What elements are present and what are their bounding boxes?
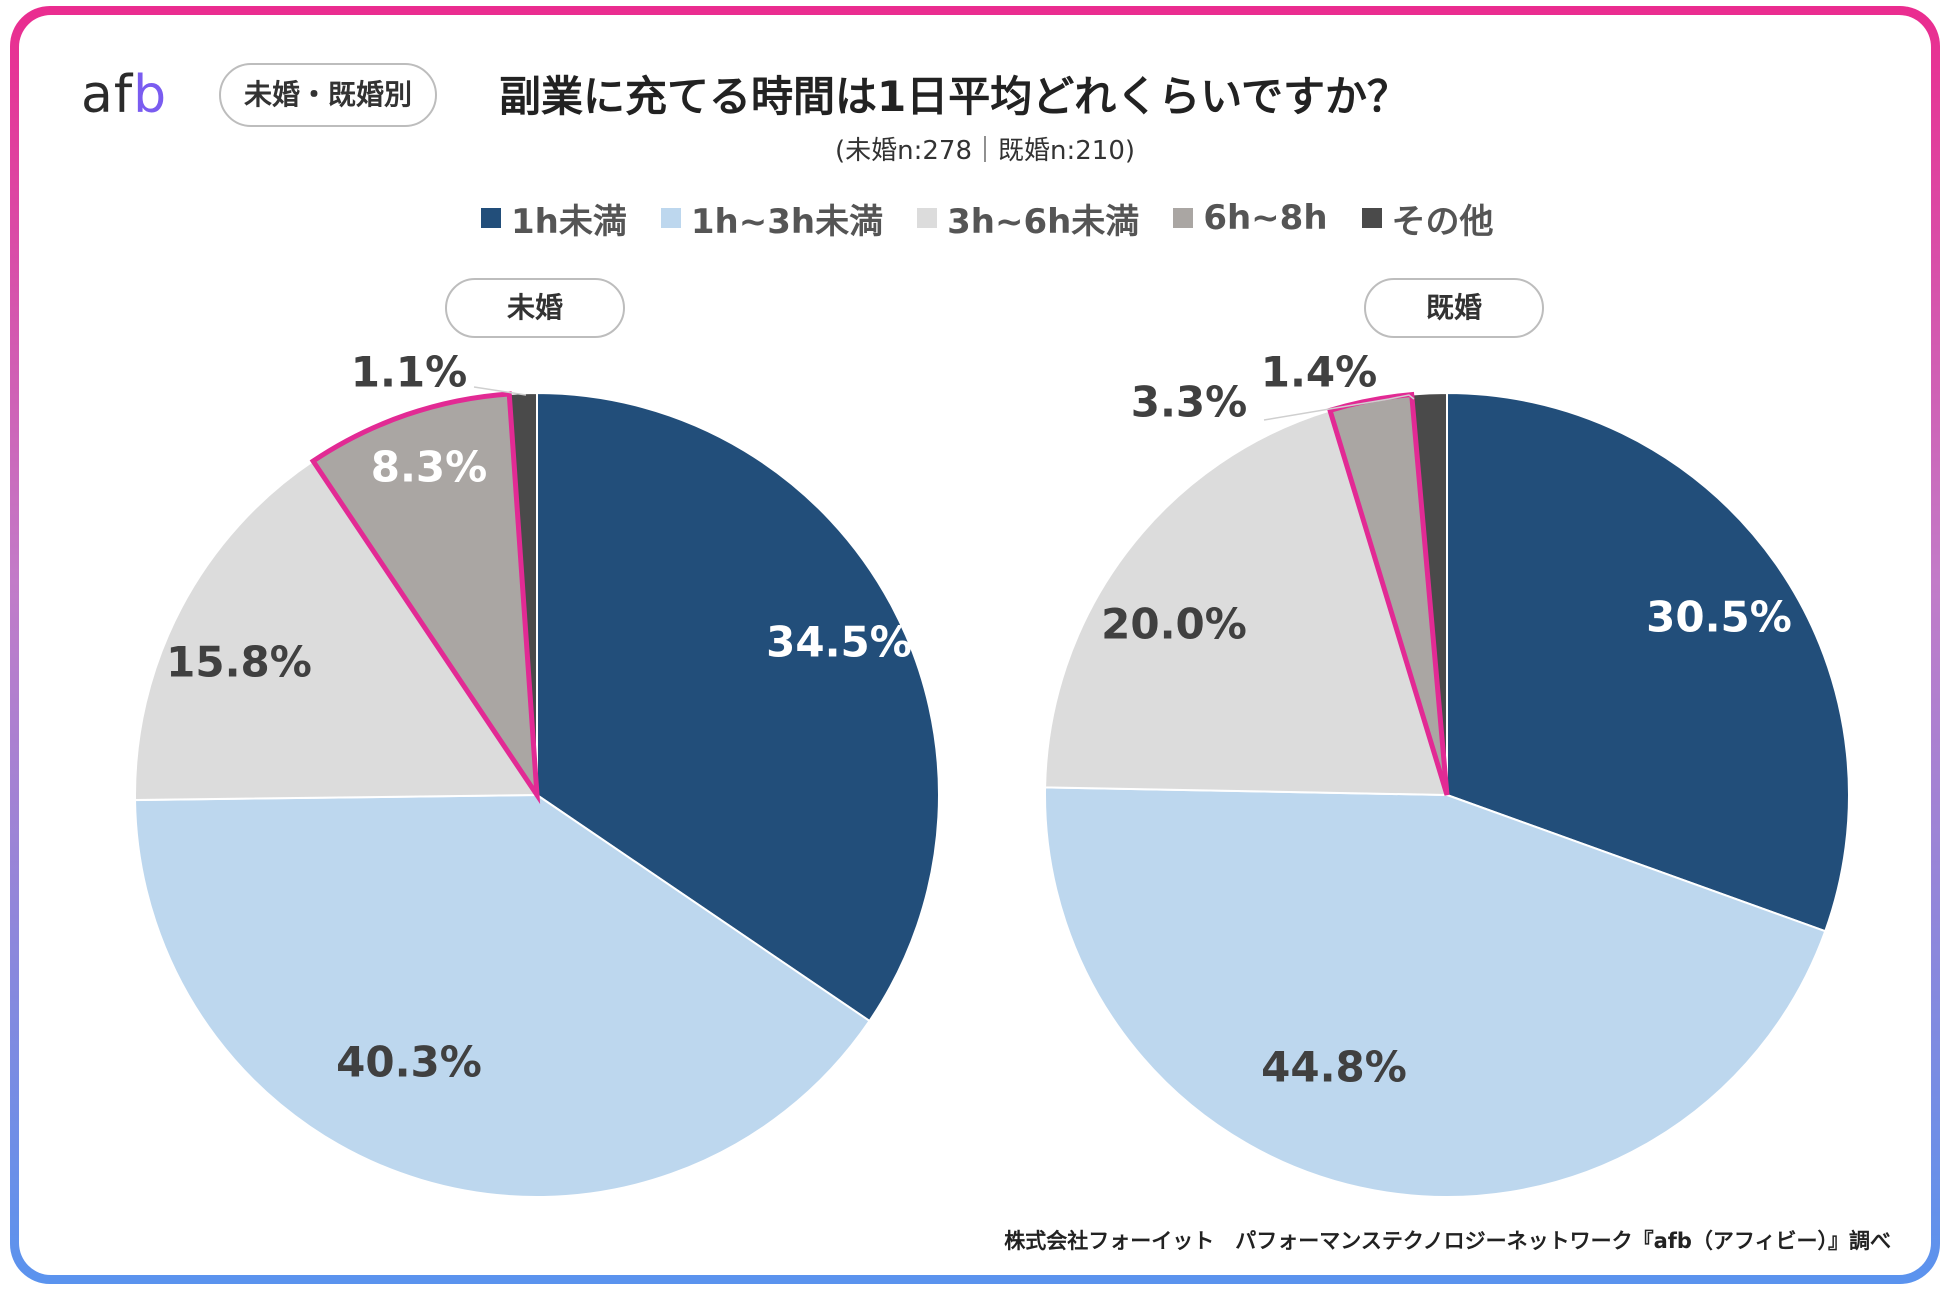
chart-title: 副業に充てる時間は1日平均どれくらいですか？ [499,72,1409,121]
category-pill: 未婚・既婚別 [219,63,437,127]
legend-item: 3h~6h未満 [917,194,1139,243]
legend-label: 1h未満 [511,201,627,242]
label-leader-line [1263,394,1415,421]
gradient-frame: afb 未婚・既婚別 副業に充てる時間は1日平均どれくらいですか？ (未婚n:2… [10,6,1940,1284]
highlight-outline [1326,391,1450,796]
pie-slice [536,391,940,1023]
card: afb 未婚・既婚別 副業に充てる時間は1日平均どれくらいですか？ (未婚n:2… [19,15,1931,1275]
legend-label: 6h~8h [1203,198,1328,238]
legend-label: 3h~6h未満 [947,201,1140,242]
pie-slice [134,459,539,802]
data-label: 1.4% [1261,348,1377,397]
legend-item: 6h~8h [1173,198,1328,238]
pie-slice [134,793,871,1198]
data-label: 30.5% [1646,593,1792,642]
data-label: 3.3% [1131,378,1247,427]
data-label: 8.3% [371,443,487,492]
label-leader-line [473,386,527,396]
data-label: 34.5% [766,618,912,667]
legend-label: その他 [1391,201,1494,242]
highlight-outline [309,391,541,805]
data-label: 20.0% [1101,600,1247,649]
pie-title-married: 既婚 [1364,278,1544,338]
legend-swatch [481,208,501,228]
pie-slice [1446,391,1850,933]
source-credit: 株式会社フォーイット パフォーマンステクノロジーネットワーク『afb（アフィビー… [1004,1229,1891,1253]
data-label: 15.8% [166,638,312,687]
afb-logo: afb [81,65,168,125]
pie-slice [1044,409,1449,797]
legend-item: 1h~3h未満 [660,194,884,243]
legend-swatch [1173,208,1194,228]
legend-label: 1h~3h未満 [690,201,884,242]
legend-swatch [917,208,938,228]
legend-swatch [660,208,681,228]
data-label: 40.3% [336,1038,482,1087]
legend: 1h未満 1h~3h未満 3h~6h未満 6h~8h その他 [481,190,1494,246]
pie-slice [1044,786,1827,1198]
pie-charts: 34.5% 40.3% 15.8% 8.3% 1.1% 30.5% 44.8% 20.0% 3.… [134,348,1850,1198]
pie-title-unmarried: 未婚 [445,278,625,338]
sample-size-subtitle: (未婚n:278｜既婚n:210) [835,136,1136,166]
legend-item: 1h未満 [481,194,627,243]
legend-item: その他 [1361,194,1494,243]
data-label: 1.1% [351,348,467,397]
legend-swatch [1361,208,1382,228]
data-label: 44.8% [1261,1043,1407,1092]
